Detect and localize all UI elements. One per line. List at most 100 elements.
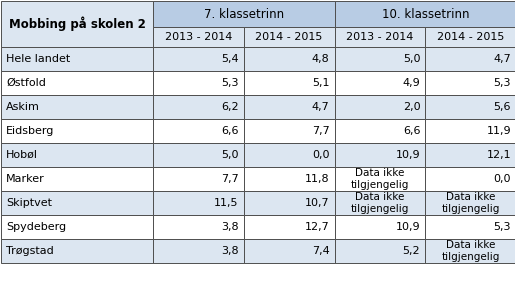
Text: 10,7: 10,7 <box>305 198 330 208</box>
Bar <box>335 47 425 71</box>
Bar <box>153 1 335 27</box>
Bar <box>244 215 335 239</box>
Text: 11,8: 11,8 <box>305 174 330 184</box>
Bar <box>1 47 153 71</box>
Bar <box>335 191 425 215</box>
Text: 2014 - 2015: 2014 - 2015 <box>437 32 504 42</box>
Bar <box>335 239 425 263</box>
Text: Mobbing på skolen 2: Mobbing på skolen 2 <box>9 17 145 31</box>
Text: Data ikke
tilgjengelig: Data ikke tilgjengelig <box>441 192 500 213</box>
Text: Skiptvet: Skiptvet <box>6 198 52 208</box>
Text: 4,8: 4,8 <box>312 54 330 64</box>
Text: 5,3: 5,3 <box>493 78 511 88</box>
Bar <box>153 215 244 239</box>
Text: 3,8: 3,8 <box>221 222 239 232</box>
Text: Trøgstad: Trøgstad <box>6 246 54 256</box>
Text: 11,5: 11,5 <box>214 198 239 208</box>
Text: Eidsberg: Eidsberg <box>6 126 55 136</box>
Bar <box>244 143 335 167</box>
Bar <box>335 167 425 191</box>
Text: 2014 - 2015: 2014 - 2015 <box>255 32 323 42</box>
Bar <box>1 143 153 167</box>
Bar <box>244 95 335 119</box>
Text: 5,3: 5,3 <box>221 78 239 88</box>
Text: 2,0: 2,0 <box>403 102 420 112</box>
Text: Askim: Askim <box>6 102 40 112</box>
Bar <box>153 239 244 263</box>
Bar <box>425 167 515 191</box>
Bar <box>244 239 335 263</box>
Text: 5,6: 5,6 <box>493 102 511 112</box>
Bar <box>153 143 244 167</box>
Text: 11,9: 11,9 <box>486 126 511 136</box>
Text: 0,0: 0,0 <box>312 150 330 160</box>
Bar <box>425 47 515 71</box>
Bar <box>153 71 244 95</box>
Bar <box>244 71 335 95</box>
Bar <box>335 95 425 119</box>
Bar <box>244 119 335 143</box>
Text: 10. klassetrinn: 10. klassetrinn <box>382 7 469 21</box>
Bar <box>425 27 515 47</box>
Text: 5,0: 5,0 <box>403 54 420 64</box>
Text: 5,1: 5,1 <box>312 78 330 88</box>
Text: Data ikke
tilgjengelig: Data ikke tilgjengelig <box>441 241 500 262</box>
Text: 2013 - 2014: 2013 - 2014 <box>346 32 414 42</box>
Bar <box>425 143 515 167</box>
Bar <box>244 47 335 71</box>
Text: 7,4: 7,4 <box>312 246 330 256</box>
Bar <box>1 167 153 191</box>
Bar <box>153 167 244 191</box>
Text: Østfold: Østfold <box>6 78 46 88</box>
Text: 6,2: 6,2 <box>221 102 239 112</box>
Bar <box>425 119 515 143</box>
Text: 4,9: 4,9 <box>403 78 420 88</box>
Bar <box>335 27 425 47</box>
Bar <box>425 239 515 263</box>
Bar <box>425 71 515 95</box>
Bar <box>153 119 244 143</box>
Text: Hele landet: Hele landet <box>6 54 70 64</box>
Text: 5,4: 5,4 <box>221 54 239 64</box>
Bar <box>1 191 153 215</box>
Bar <box>335 71 425 95</box>
Text: 5,2: 5,2 <box>403 246 420 256</box>
Text: 10,9: 10,9 <box>396 150 420 160</box>
Bar <box>335 215 425 239</box>
Text: 4,7: 4,7 <box>312 102 330 112</box>
Text: 7,7: 7,7 <box>221 174 239 184</box>
Bar <box>153 27 244 47</box>
Text: 12,1: 12,1 <box>486 150 511 160</box>
Bar <box>425 191 515 215</box>
Bar <box>335 119 425 143</box>
Text: 5,3: 5,3 <box>493 222 511 232</box>
Bar <box>425 95 515 119</box>
Bar <box>1 239 153 263</box>
Text: 6,6: 6,6 <box>221 126 239 136</box>
Bar <box>1 119 153 143</box>
Bar <box>244 27 335 47</box>
Text: 10,9: 10,9 <box>396 222 420 232</box>
Text: 2013 - 2014: 2013 - 2014 <box>165 32 232 42</box>
Text: Marker: Marker <box>6 174 45 184</box>
Text: Data ikke
tilgjengelig: Data ikke tilgjengelig <box>351 192 409 213</box>
Bar <box>1 1 153 47</box>
Text: Data ikke
tilgjengelig: Data ikke tilgjengelig <box>351 168 409 190</box>
Text: 6,6: 6,6 <box>403 126 420 136</box>
Text: 5,0: 5,0 <box>221 150 239 160</box>
Bar <box>244 167 335 191</box>
Text: 12,7: 12,7 <box>305 222 330 232</box>
Bar <box>335 143 425 167</box>
Text: 3,8: 3,8 <box>221 246 239 256</box>
Bar <box>335 1 515 27</box>
Bar <box>153 95 244 119</box>
Bar <box>1 215 153 239</box>
Bar <box>425 215 515 239</box>
Bar <box>1 71 153 95</box>
Bar <box>153 47 244 71</box>
Bar <box>1 95 153 119</box>
Text: 7. klassetrinn: 7. klassetrinn <box>204 7 284 21</box>
Text: Spydeberg: Spydeberg <box>6 222 66 232</box>
Text: 7,7: 7,7 <box>312 126 330 136</box>
Text: Hobøl: Hobøl <box>6 150 38 160</box>
